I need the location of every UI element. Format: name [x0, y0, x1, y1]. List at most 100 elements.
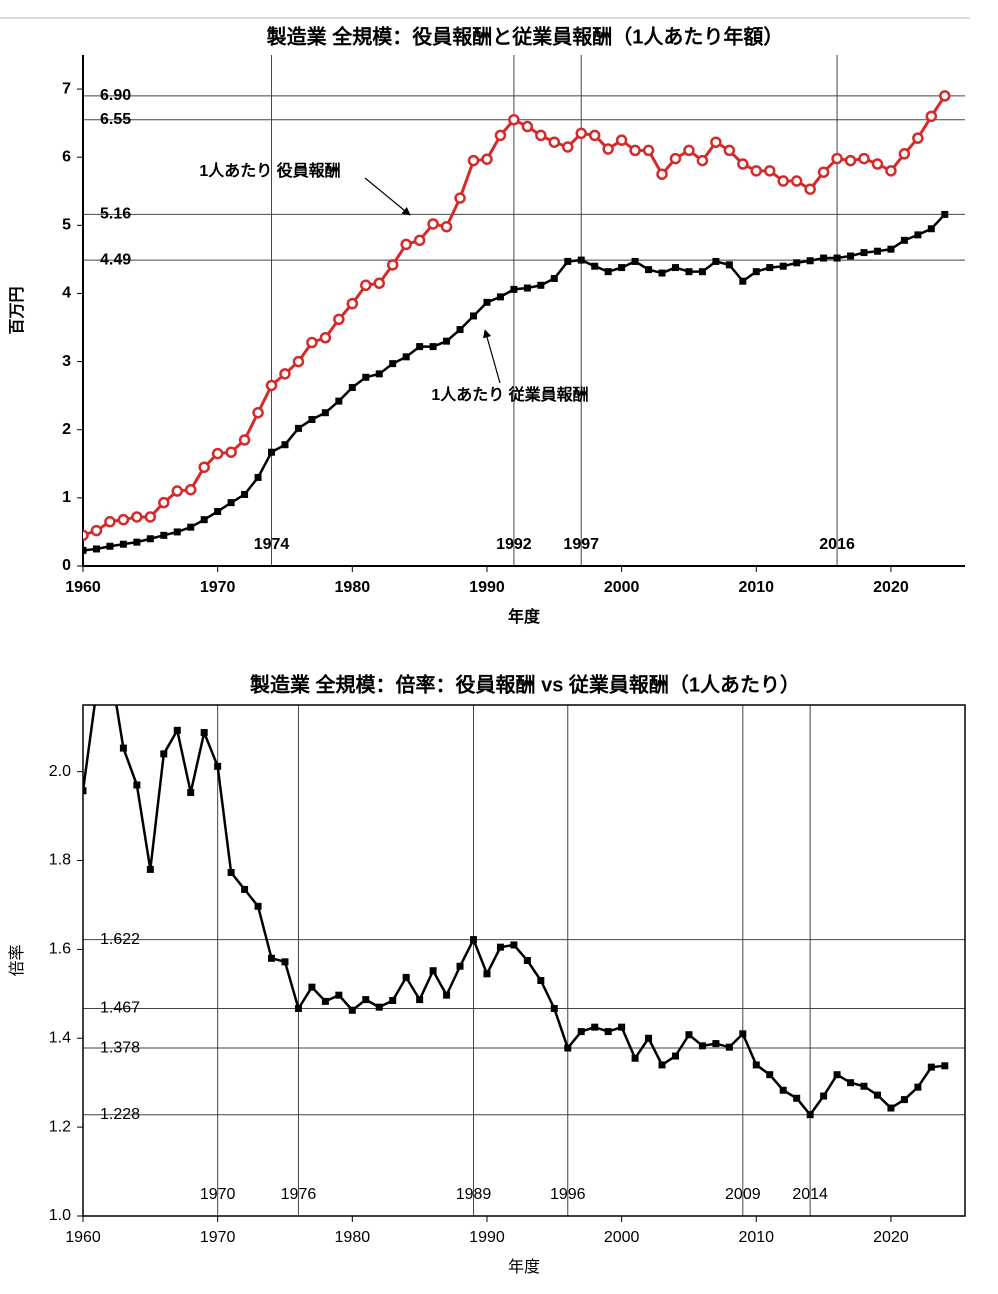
data-point — [93, 688, 100, 695]
series-annotation: 1人あたり 従業員報酬 — [431, 385, 588, 404]
x-axis-label: 年度 — [508, 607, 541, 626]
data-point — [591, 1023, 599, 1031]
data-point — [766, 264, 774, 272]
data-point — [790, 175, 803, 187]
data-point — [763, 165, 776, 177]
data-point — [227, 869, 235, 877]
data-point — [375, 1003, 383, 1011]
data-point — [335, 991, 343, 999]
data-point — [281, 958, 289, 966]
data-point — [752, 1061, 760, 1069]
data-point — [766, 1071, 774, 1079]
data-point — [200, 729, 208, 737]
data-point — [187, 789, 195, 797]
data-point — [252, 406, 264, 419]
plot-area — [83, 90, 951, 554]
data-point — [577, 1028, 585, 1036]
data-point — [119, 744, 127, 752]
data-point — [362, 996, 370, 1004]
data-point — [173, 528, 181, 536]
data-point — [279, 368, 291, 380]
data-point — [844, 154, 857, 167]
data-point — [160, 750, 168, 758]
data-point — [831, 152, 843, 165]
data-point — [456, 962, 464, 970]
data-point — [912, 132, 924, 144]
data-point — [858, 152, 870, 165]
data-point — [268, 954, 276, 962]
data-point — [631, 1054, 639, 1062]
data-point — [227, 499, 235, 507]
data-point — [645, 266, 653, 274]
x-tick-label: 2010 — [738, 1229, 774, 1246]
data-point — [739, 277, 747, 285]
data-point — [710, 136, 722, 148]
data-point — [416, 343, 424, 351]
data-point — [83, 529, 89, 542]
data-point — [104, 515, 116, 528]
data-point — [535, 129, 547, 142]
data-point — [793, 1094, 801, 1102]
data-point — [443, 991, 451, 999]
data-point — [523, 284, 531, 292]
data-point — [804, 183, 816, 195]
data-point — [427, 218, 439, 230]
data-point — [548, 136, 561, 148]
data-point — [737, 158, 749, 170]
data-point — [470, 936, 478, 944]
data-point — [562, 141, 574, 153]
data-point — [456, 326, 464, 334]
data-point — [696, 154, 709, 167]
data-point — [119, 540, 127, 548]
data-point — [671, 264, 679, 272]
data-point — [335, 397, 343, 405]
y-tick-label: 7 — [62, 80, 71, 97]
data-point — [577, 256, 585, 264]
data-point — [106, 542, 114, 550]
data-point — [467, 154, 480, 167]
reference-label: 6.55 — [100, 111, 131, 128]
data-point — [887, 1104, 895, 1112]
chart-title: 製造業 全規模：倍率：役員報酬 vs 従業員報酬（1人あたり） — [250, 672, 800, 696]
x-tick-label: 2010 — [738, 579, 774, 596]
y-tick-label: 1 — [62, 489, 71, 506]
data-point — [241, 490, 249, 498]
data-point — [508, 113, 520, 126]
data-point — [483, 970, 491, 978]
data-point — [873, 1091, 881, 1099]
plot-area — [83, 688, 949, 1119]
data-point — [698, 1042, 706, 1050]
data-point — [752, 268, 760, 276]
data-point — [941, 1062, 949, 1070]
data-point — [820, 254, 828, 262]
reference-label: 1.467 — [100, 1000, 140, 1017]
data-point — [373, 277, 385, 289]
reference-label: 5.16 — [100, 206, 131, 223]
data-point — [214, 762, 222, 770]
data-point — [521, 120, 534, 133]
data-point — [416, 996, 424, 1004]
annotation-arrow — [483, 329, 501, 384]
data-point — [146, 865, 154, 873]
data-point — [793, 259, 801, 267]
series-annotation: 1人あたり 役員報酬 — [199, 161, 340, 180]
data-point — [187, 523, 195, 531]
data-point — [254, 473, 262, 481]
chart-title: 製造業 全規模：役員報酬と従業員報酬（1人あたり年額） — [267, 24, 784, 48]
data-point — [618, 264, 626, 272]
data-point — [615, 134, 628, 146]
data-point — [454, 192, 466, 204]
data-point — [550, 274, 558, 282]
data-point — [440, 220, 453, 233]
y-tick-label: 1.0 — [49, 1207, 71, 1224]
data-point — [496, 943, 504, 951]
reference-label: 1.378 — [100, 1039, 140, 1056]
y-axis-label: 百万円 — [8, 286, 26, 334]
data-point — [214, 507, 222, 515]
data-point — [133, 538, 141, 546]
data-point — [470, 312, 478, 320]
data-point — [308, 983, 316, 991]
x-tick-label: 2000 — [604, 579, 640, 596]
data-point — [92, 545, 100, 553]
